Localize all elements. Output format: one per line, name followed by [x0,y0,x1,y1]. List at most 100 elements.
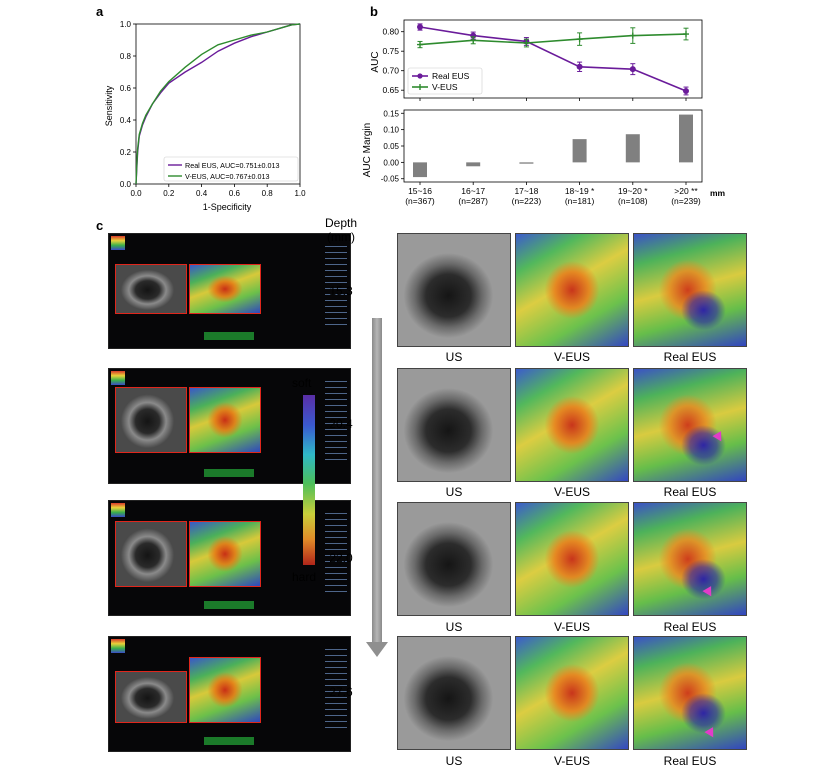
depth-value: 22.0 [329,551,353,565]
depth-value: 15.3 [329,284,353,298]
roc-y-tick-label: 0.0 [120,180,132,189]
scanner-bmode-image [115,264,187,314]
category-count-label: (n=181) [565,196,595,206]
auc-margin-y-axis-label: AUC Margin [362,123,373,177]
auc-point-real-eus [629,66,636,73]
veus-image-row1 [515,233,629,347]
veus-image-row4 [515,636,629,750]
us-image-row1 [397,233,511,347]
roc-x-tick-label: 0.2 [163,189,175,198]
roc-chart: 0.00.0 0.2 0.2 0.4 0.4 0.6 0.6 0.8 0.8 1.0 1.0 1-S… [104,20,306,212]
margin-bar [466,162,481,167]
auc-y-tick-label: 0.75 [382,46,399,56]
margin-plot-frame [403,109,703,183]
colorbar-hard-label: hard [292,570,317,584]
auc-legend-label: Real EUS [432,71,470,81]
margin-y-tick-label: 0.15 [383,109,399,118]
auc-y-tick-label: 0.80 [382,27,399,37]
category-count-label: (n=223) [512,196,542,206]
roc-legend-box [163,156,299,182]
depth-value: 27.6 [329,685,353,699]
scanner-scale-icon [111,236,125,250]
auc-line-real-eus [419,26,687,92]
category-label: 18~19 * [565,186,595,196]
panel-letter-c: c [96,218,104,233]
scanner-status-bar [204,737,254,745]
real-eus-image-row2 [633,368,747,482]
roc-x-tick-label: 0.8 [262,189,274,198]
scanner-settings-text [325,381,347,461]
us-image-row2 [397,368,511,482]
scanner-status-bar [204,601,254,609]
roc-y-tick-label: 1.0 [120,20,132,29]
us-image-row3 [397,502,511,616]
auc-y-tick-label: 0.65 [382,85,399,95]
auc-plot-frame [403,19,703,99]
scanner-scale-icon [111,503,125,517]
scanner-elastography-image [189,264,261,314]
margin-bar [519,162,534,164]
veus-label: V-EUS [553,620,590,634]
real-eus-label: Real EUS [663,350,717,364]
depth-arrow-head [366,642,388,657]
panel-letter-a: a [96,4,104,19]
roc-x-tick-label: 0.0 [130,189,142,198]
scanner-elastography-image [189,387,261,453]
category-count-label: (n=239) [671,196,701,206]
margin-bar [679,114,693,163]
roc-x-tick-label: 0.6 [229,189,241,198]
scanner-scale-icon [111,371,125,385]
category-label: 16~17 [461,186,485,196]
real-eus-label: Real EUS [663,754,717,768]
roc-y-tick-label: 0.4 [120,116,132,125]
roc-x-tick-label: 0.4 [196,189,208,198]
category-label: 19~20 * [618,186,648,196]
roc-x-axis-label: 1-Specificity [203,202,252,212]
real-eus-label: Real EUS [663,485,717,499]
margin-y-tick-label: 0.10 [383,126,399,135]
scanner-scale-icon [111,639,125,653]
roc-y-axis-label: Sensitivity [104,85,114,126]
margin-y-tick-label: 0.05 [383,142,399,151]
scanner-bmode-image [115,671,187,723]
veus-label: V-EUS [553,754,590,768]
auc-line-v-eus [419,33,687,46]
veus-image-row2 [515,368,629,482]
scanner-settings-text [325,246,347,326]
scanner-screen-1 [108,233,351,349]
auc-point-real-eus [417,24,423,31]
margin-bar [572,139,587,163]
depth-value: 20.4 [329,417,353,431]
auc-y-tick-label: 0.70 [382,66,399,76]
panel-letter-b: b [370,4,378,19]
roc-legend: Real EUS, AUC=0.751±0.013 V-EUS, AUC=0.76… [163,156,299,182]
category-count-label: (n=108) [618,196,648,206]
category-label: >20 ** [674,186,698,196]
scanner-screen-4 [108,636,351,752]
scanner-status-bar [204,332,254,340]
auc-y-axis-label: AUC [370,51,381,72]
real-eus-label: Real EUS [663,620,717,634]
category-count-label: (n=287) [458,196,488,206]
depth-arrow-shaft [372,318,382,644]
roc-y-tick-label: 0.8 [120,52,132,61]
scanner-elastography-image [189,521,261,587]
scanner-settings-text [325,649,347,729]
us-label: US [445,350,463,364]
scanner-elastography-image [189,657,261,723]
colorbar-soft-label: soft [292,376,312,390]
category-label: 17~18 [514,186,538,196]
margin-y-tick-label: -0.05 [381,175,400,184]
us-label: US [445,620,463,634]
auc-legend-marker [417,73,423,79]
real-eus-image-row4 [633,636,747,750]
roc-legend-label: V-EUS, AUC=0.767±0.013 [185,172,269,181]
margin-y-tick-label: 0.00 [383,158,399,167]
scanner-bmode-image [115,521,187,587]
auc-point-real-eus [683,87,689,94]
real-eus-image-row1 [633,233,747,347]
roc-legend-label: Real EUS, AUC=0.751±0.013 [185,161,279,170]
us-label: US [445,754,463,768]
